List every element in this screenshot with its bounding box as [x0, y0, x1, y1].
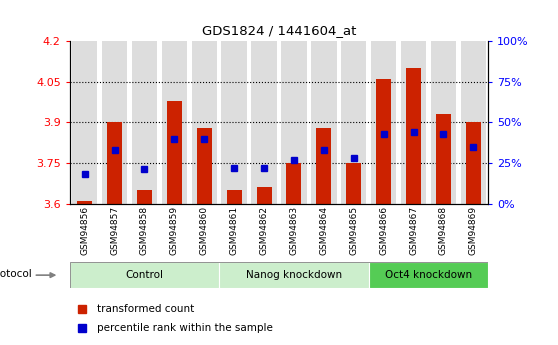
- Bar: [466, 122, 481, 204]
- Bar: [376, 79, 391, 204]
- Text: Nanog knockdown: Nanog knockdown: [246, 270, 342, 280]
- Bar: [347, 163, 361, 204]
- Text: transformed count: transformed count: [97, 304, 194, 314]
- Bar: [436, 115, 451, 204]
- Bar: [251, 41, 277, 204]
- Bar: [107, 122, 122, 204]
- Bar: [460, 41, 486, 204]
- Bar: [132, 41, 157, 204]
- Bar: [406, 68, 421, 204]
- Bar: [167, 101, 182, 204]
- Text: percentile rank within the sample: percentile rank within the sample: [97, 323, 273, 333]
- Bar: [72, 41, 98, 204]
- Bar: [219, 262, 369, 288]
- Bar: [286, 163, 301, 204]
- Bar: [316, 128, 331, 204]
- Bar: [137, 190, 152, 204]
- Bar: [197, 128, 211, 204]
- Text: Control: Control: [126, 270, 163, 280]
- Bar: [371, 41, 396, 204]
- Bar: [369, 262, 488, 288]
- Bar: [341, 41, 367, 204]
- Bar: [102, 41, 127, 204]
- Bar: [77, 201, 92, 204]
- Bar: [222, 41, 247, 204]
- Bar: [227, 190, 242, 204]
- Text: Oct4 knockdown: Oct4 knockdown: [385, 270, 472, 280]
- Bar: [70, 262, 219, 288]
- Bar: [191, 41, 217, 204]
- Bar: [311, 41, 336, 204]
- Bar: [162, 41, 187, 204]
- Bar: [431, 41, 456, 204]
- Bar: [401, 41, 426, 204]
- Bar: [281, 41, 307, 204]
- Text: protocol: protocol: [0, 269, 31, 279]
- Bar: [257, 187, 272, 204]
- Title: GDS1824 / 1441604_at: GDS1824 / 1441604_at: [202, 24, 356, 38]
